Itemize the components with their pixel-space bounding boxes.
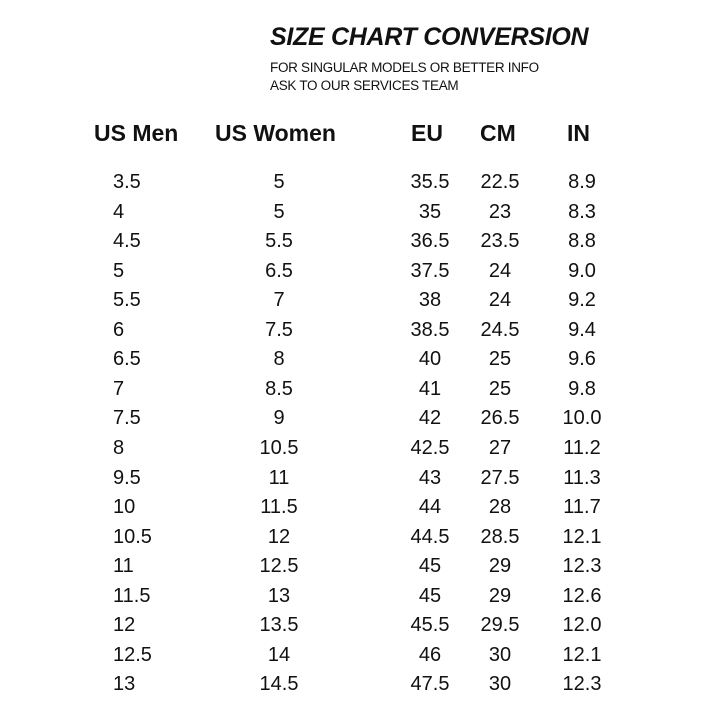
cell-eu: 45 (418, 584, 442, 607)
cell-in: 12.1 (562, 525, 602, 548)
cell-eu: 42.5 (410, 436, 450, 459)
cell-eu: 45 (418, 555, 442, 578)
cell-in: 12.1 (562, 643, 602, 666)
cell-us-men: 5 (113, 259, 125, 282)
cell-us-men: 5.5 (113, 289, 141, 312)
cell-us-women: 12.5 (259, 555, 299, 578)
cell-eu: 43 (418, 466, 442, 489)
cell-cm: 25 (488, 377, 512, 400)
cell-in: 9.8 (568, 377, 596, 400)
subtitle-line-1: FOR SINGULAR MODELS OR BETTER INFO (270, 60, 539, 75)
cell-cm: 28.5 (480, 525, 520, 548)
cell-in: 9.2 (568, 289, 596, 312)
cell-cm: 22.5 (480, 171, 520, 193)
column-header-in: IN (567, 120, 590, 146)
cell-eu: 38.5 (410, 318, 450, 341)
cell-eu: 40 (418, 348, 442, 371)
cell-us-men: 8 (113, 436, 125, 459)
cell-cm: 27 (488, 436, 512, 459)
cell-eu: 47.5 (410, 673, 450, 696)
cell-us-men: 10 (113, 496, 136, 519)
cell-cm: 24.5 (480, 318, 520, 341)
cell-eu: 44.5 (410, 525, 450, 548)
cell-cm: 27.5 (480, 466, 520, 489)
cell-eu: 44 (418, 496, 442, 519)
page-title: SIZE CHART CONVERSION (270, 23, 589, 51)
cell-us-men: 7.5 (113, 407, 141, 430)
cell-us-women: 5 (273, 171, 285, 193)
cell-in: 10.0 (562, 407, 602, 430)
cell-cm: 30 (488, 643, 512, 666)
cell-in: 9.4 (568, 318, 596, 341)
cell-eu: 35.5 (410, 171, 450, 193)
cell-us-women: 8.5 (265, 377, 293, 400)
cell-us-women: 9 (273, 407, 285, 430)
cell-us-women: 7.5 (265, 318, 293, 341)
cell-in: 12.6 (562, 584, 602, 607)
cell-us-men: 6.5 (113, 348, 141, 371)
cell-us-women: 5 (273, 200, 285, 223)
cell-in: 12.3 (562, 673, 602, 696)
cell-cm: 26.5 (480, 407, 520, 430)
cell-eu: 36.5 (410, 230, 450, 253)
cell-us-women: 6.5 (265, 259, 293, 282)
cell-cm: 23.5 (480, 230, 520, 253)
cell-in: 8.3 (568, 200, 596, 223)
cell-us-women: 7 (273, 289, 285, 312)
cell-us-men: 4.5 (113, 230, 141, 253)
cell-us-men: 12.5 (113, 643, 152, 666)
cell-us-women: 12 (267, 525, 291, 548)
cell-us-women: 13 (267, 584, 291, 607)
subtitle-line-2: ASK TO OUR SERVICES TEAM (270, 78, 459, 93)
cell-in: 11.7 (563, 496, 601, 519)
cell-us-men: 11.5 (113, 584, 151, 607)
cell-us-men: 9.5 (113, 466, 141, 489)
cell-eu: 42 (418, 407, 442, 430)
cell-cm: 23 (488, 200, 512, 223)
cell-us-men: 4 (113, 200, 125, 223)
cell-us-men: 10.5 (113, 525, 152, 548)
cell-in: 8.9 (568, 171, 596, 193)
cell-us-women: 11.5 (260, 496, 298, 519)
cell-cm: 29 (488, 584, 512, 607)
cell-us-women: 14 (267, 643, 291, 666)
cell-us-women: 11 (268, 466, 290, 489)
cell-in: 8.8 (568, 230, 596, 253)
column-header-us-men: US Men (94, 120, 179, 146)
cell-cm: 28 (488, 496, 512, 519)
cell-in: 11.3 (563, 466, 601, 489)
cell-us-women: 5.5 (265, 230, 293, 253)
cell-eu: 46 (418, 643, 442, 666)
cell-us-women: 8 (273, 348, 285, 371)
cell-us-men: 12 (113, 614, 136, 637)
cell-eu: 37.5 (410, 259, 450, 282)
cell-cm: 30 (488, 673, 512, 696)
cell-us-women: 14.5 (259, 673, 299, 696)
cell-in: 11.2 (563, 436, 601, 459)
cell-cm: 25 (488, 348, 512, 371)
cell-us-men: 6 (113, 318, 125, 341)
cell-in: 12.0 (562, 614, 602, 637)
cell-eu: 35 (418, 200, 442, 223)
cell-us-men: 3.5 (113, 171, 141, 193)
cell-us-men: 11 (113, 555, 134, 578)
cell-cm: 29.5 (480, 614, 520, 637)
cell-cm: 29 (488, 555, 512, 578)
cell-cm: 24 (488, 259, 512, 282)
column-header-cm: CM (480, 120, 516, 146)
cell-in: 9.0 (568, 259, 596, 282)
cell-eu: 41 (418, 377, 442, 400)
cell-cm: 24 (488, 289, 512, 312)
cell-us-men: 13 (113, 673, 136, 696)
cell-us-women: 10.5 (259, 436, 299, 459)
cell-in: 12.3 (562, 555, 602, 578)
cell-eu: 38 (418, 289, 442, 312)
cell-us-men: 7 (113, 377, 125, 400)
column-header-eu: EU (411, 120, 443, 146)
column-header-us-women: US Women (215, 120, 336, 146)
cell-in: 9.6 (568, 348, 596, 371)
cell-us-women: 13.5 (259, 614, 299, 637)
cell-eu: 45.5 (410, 614, 450, 637)
